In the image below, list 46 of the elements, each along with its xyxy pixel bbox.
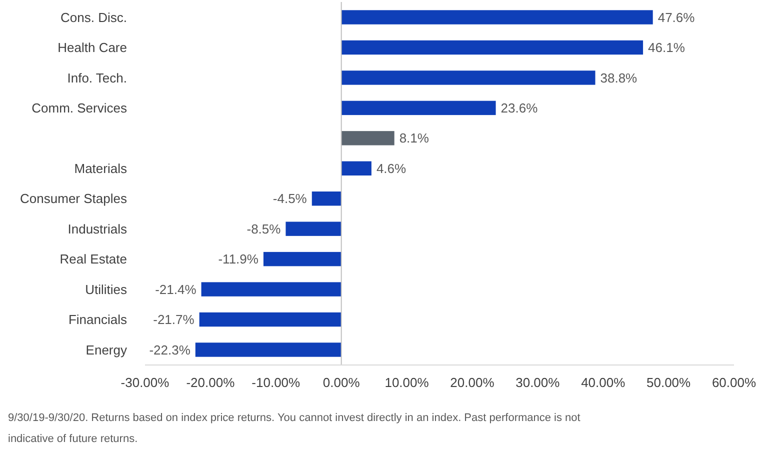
data-label: 47.6% [658,10,696,25]
bar [341,100,496,116]
x-tick-label: -30.00% [120,375,170,390]
data-label: 8.1% [399,130,430,146]
bar [195,342,342,357]
data-label: 23.6% [500,100,538,116]
data-label: -11.9% [218,252,259,267]
data-label: -4.5% [272,191,308,206]
y-tick-label: Health Care [58,40,127,56]
x-tick-label: 60.00% [712,375,756,390]
y-tick-label: Cons. Disc. [60,10,127,25]
x-tick-label: 0.00% [322,375,360,390]
y-tick-label: Consumer Staples [20,191,128,206]
bar [341,40,644,55]
y-tick-label: Materials [74,160,128,176]
bar [286,222,342,236]
x-tick-label: 40.00% [581,375,626,390]
bar [312,192,342,206]
y-tick-label: Info. Tech. [67,70,127,86]
bar [263,252,342,266]
x-tick-label: 30.00% [516,375,560,390]
data-label: 4.6% [376,160,407,176]
x-tick-label: -10.00% [252,375,301,390]
y-tick-label: Utilities [85,282,128,297]
bar [341,161,372,176]
data-label: -8.5% [246,221,282,236]
x-tick-label: 20.00% [450,375,495,390]
data-label: 46.1% [648,40,686,56]
y-tick-label: Industrials [68,221,128,236]
text: 9/30/19-9/30/20. Returns based on index price returns. You cannot invest directly in an index. Past performance is not indicative of future returns. [8,412,580,445]
x-tick-label: 10.00% [384,375,430,390]
data-label: 38.8% [600,70,638,86]
bar [341,10,653,24]
bar [341,70,596,85]
y-tick-label: Financials [68,312,128,328]
data-label: -22.3% [149,342,191,358]
x-tick-label: -20.00% [186,375,236,390]
bar [199,312,342,327]
y-tick-label: Energy [86,342,128,358]
bar [341,131,394,146]
bar [201,282,342,296]
y-tick-label: Comm. Services [32,100,128,116]
x-tick-label: 50.00% [646,375,692,390]
data-label: -21.7% [153,312,195,328]
y-tick-label: Real Estate [60,252,127,267]
data-label: -21.4% [155,282,197,297]
